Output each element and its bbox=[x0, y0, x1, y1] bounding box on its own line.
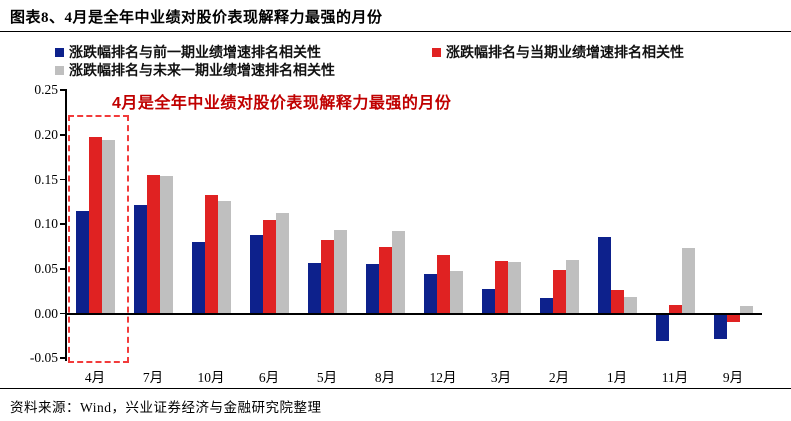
legend-item-prev-period: 涨跌幅排名与前一期业绩增速排名相关性 bbox=[55, 42, 321, 62]
legend-swatch-gray bbox=[55, 65, 64, 75]
bar-1月-series-1 bbox=[610, 290, 624, 314]
bar-11月-series-2 bbox=[681, 248, 695, 314]
bar-1月-series-0 bbox=[597, 236, 611, 314]
bar-3月-series-0 bbox=[481, 289, 495, 314]
chart-title: 图表8、4月是全年中业绩对股价表现解释力最强的月份 bbox=[10, 10, 383, 26]
y-axis-tick-label: 0.20 bbox=[34, 126, 58, 142]
title-divider bbox=[0, 31, 791, 32]
chart-annotation: 4月是全年中业绩对股价表现解释力最强的月份 bbox=[112, 95, 452, 112]
y-axis-tick-mark bbox=[60, 223, 67, 225]
bar-4月-series-1 bbox=[88, 136, 102, 314]
x-axis-label-9月: 9月 bbox=[722, 370, 744, 385]
bar-6月-series-1 bbox=[262, 219, 276, 314]
bar-10月-series-0 bbox=[191, 242, 205, 314]
bar-12月-series-0 bbox=[423, 274, 437, 314]
x-axis-label-10月: 10月 bbox=[197, 370, 225, 385]
y-axis-tick-mark bbox=[60, 178, 67, 181]
bar-4月-series-2 bbox=[101, 140, 115, 314]
legend-swatch-red bbox=[432, 47, 441, 57]
bar-1月-series-2 bbox=[623, 296, 637, 314]
bar-3月-series-2 bbox=[507, 261, 521, 314]
bar-7月-series-2 bbox=[159, 175, 173, 314]
x-axis-label-11月: 11月 bbox=[661, 370, 689, 385]
bar-10月-series-1 bbox=[204, 194, 218, 314]
y-axis-tick-label: 0.00 bbox=[34, 305, 58, 321]
footer-divider bbox=[0, 388, 791, 389]
bar-10月-series-2 bbox=[217, 200, 231, 314]
x-axis-label-1月: 1月 bbox=[606, 370, 628, 385]
bar-12月-series-1 bbox=[436, 254, 450, 314]
x-axis-label-6月: 6月 bbox=[258, 370, 280, 385]
bar-7月-series-1 bbox=[146, 175, 160, 314]
y-axis-tick-mark bbox=[60, 268, 67, 270]
bar-5月-series-0 bbox=[307, 262, 321, 314]
x-axis-label-4月: 4月 bbox=[84, 370, 106, 385]
bar-8月-series-0 bbox=[365, 264, 379, 314]
bar-4月-series-0 bbox=[75, 210, 89, 314]
y-axis-tick-mark bbox=[60, 134, 67, 136]
bar-2月-series-0 bbox=[539, 298, 553, 314]
x-axis-label-7月: 7月 bbox=[142, 370, 164, 385]
bar-5月-series-1 bbox=[320, 240, 334, 314]
bar-3月-series-1 bbox=[494, 260, 508, 314]
x-axis-label-3月: 3月 bbox=[490, 370, 512, 385]
bar-12月-series-2 bbox=[449, 270, 463, 314]
bar-5月-series-2 bbox=[333, 230, 347, 314]
y-axis-tick-label: 0.25 bbox=[34, 82, 58, 98]
legend-label: 涨跌幅排名与当期业绩增速排名相关性 bbox=[446, 46, 684, 61]
april-highlight-dashed-box bbox=[68, 115, 129, 363]
y-axis-tick-label: 0.10 bbox=[34, 216, 58, 232]
bar-8月-series-1 bbox=[378, 247, 392, 314]
bar-11月-series-0 bbox=[655, 313, 669, 342]
bar-9月-series-1 bbox=[726, 313, 740, 323]
legend-label: 涨跌幅排名与前一期业绩增速排名相关性 bbox=[69, 46, 321, 61]
x-axis-label-2月: 2月 bbox=[548, 370, 570, 385]
bar-6月-series-0 bbox=[249, 234, 263, 314]
legend-item-next-period: 涨跌幅排名与未来一期业绩增速排名相关性 bbox=[55, 60, 335, 80]
bar-11月-series-1 bbox=[668, 304, 682, 314]
y-axis-tick-label: -0.05 bbox=[29, 350, 58, 366]
bar-6月-series-2 bbox=[275, 213, 289, 314]
source-note: 资料来源：Wind，兴业证券经济与金融研究院整理 bbox=[10, 400, 322, 415]
y-axis-tick-mark bbox=[60, 89, 67, 92]
x-axis-label-12月: 12月 bbox=[429, 370, 457, 385]
legend-item-current-period: 涨跌幅排名与当期业绩增速排名相关性 bbox=[432, 42, 684, 62]
x-axis-label-5月: 5月 bbox=[316, 370, 338, 385]
bar-9月-series-2 bbox=[739, 306, 753, 314]
x-axis-label-8月: 8月 bbox=[374, 370, 396, 385]
legend-swatch-navy bbox=[55, 47, 64, 57]
zero-baseline bbox=[66, 312, 762, 316]
y-axis-tick-label: 0.05 bbox=[34, 260, 58, 276]
bar-2月-series-2 bbox=[565, 259, 579, 314]
legend-label: 涨跌幅排名与未来一期业绩增速排名相关性 bbox=[69, 64, 335, 79]
bar-9月-series-0 bbox=[713, 313, 727, 340]
bar-2月-series-1 bbox=[552, 269, 566, 314]
y-axis-line bbox=[65, 89, 67, 361]
y-axis-tick-label: 0.15 bbox=[34, 171, 58, 187]
y-axis-tick-mark bbox=[60, 312, 67, 315]
y-axis-tick-mark bbox=[60, 357, 67, 359]
bar-8月-series-2 bbox=[391, 231, 405, 314]
bar-7月-series-0 bbox=[133, 204, 147, 314]
